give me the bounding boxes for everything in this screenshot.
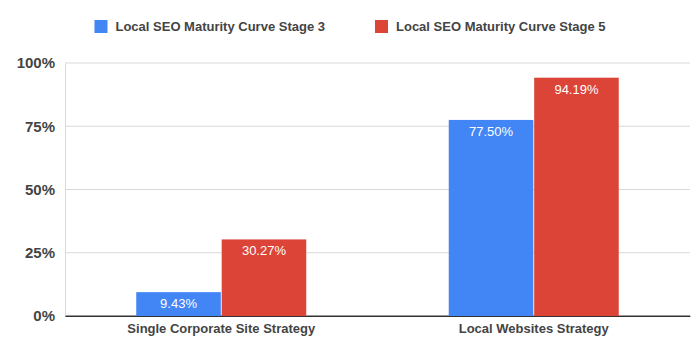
y-axis-line (65, 64, 66, 317)
y-tick: 25% (25, 244, 65, 261)
x-tick: Single Corporate Site Strategy (127, 316, 316, 336)
legend-item: Local SEO Maturity Curve Stage 3 (94, 19, 325, 34)
x-tick-label: Local Websites Strategy (459, 321, 610, 336)
chart: 0% 25% 50% 75% 100% Single Corporate Site Str… (0, 0, 700, 363)
legend-label: Local SEO Maturity Curve Stage 5 (396, 19, 606, 34)
data-label: 77.50% (469, 124, 514, 139)
x-axis-line (66, 316, 691, 317)
legend: Local SEO Maturity Curve Stage 3 Local SE… (94, 19, 605, 34)
legend-label: Local SEO Maturity Curve Stage 3 (115, 19, 325, 34)
bar (449, 120, 534, 316)
y-tick-label: 25% (25, 244, 55, 261)
grid (65, 63, 690, 316)
y-tick: 100% (17, 54, 65, 71)
grid-line (65, 63, 690, 64)
x-tick-label: Single Corporate Site Strategy (127, 321, 316, 336)
legend-item: Local SEO Maturity Curve Stage 5 (375, 19, 606, 34)
plot: 0% 25% 50% 75% 100% Single Corporate Site Str… (17, 54, 691, 336)
data-label: 30.27% (242, 243, 287, 258)
bars (136, 78, 619, 316)
x-tick: Local Websites Strategy (459, 316, 610, 336)
x-axis: Single Corporate Site Strategy Local Webs… (66, 316, 691, 336)
legend-swatch (94, 20, 107, 33)
data-labels: 9.43% 77.50% 30.27% 94.19% (160, 82, 599, 311)
bar (534, 78, 619, 316)
y-axis: 0% 25% 50% 75% 100% (17, 54, 66, 324)
y-tick-label: 0% (33, 307, 55, 324)
y-tick-label: 75% (25, 118, 55, 135)
y-tick: 0% (33, 307, 65, 324)
y-tick-label: 50% (25, 181, 55, 198)
data-label: 9.43% (160, 296, 197, 311)
legend-swatch (375, 20, 388, 33)
bar (136, 292, 221, 316)
y-tick: 75% (25, 118, 65, 135)
data-label: 94.19% (554, 82, 599, 97)
y-tick-label: 100% (17, 54, 55, 71)
bar (222, 239, 307, 316)
y-tick: 50% (25, 181, 65, 198)
